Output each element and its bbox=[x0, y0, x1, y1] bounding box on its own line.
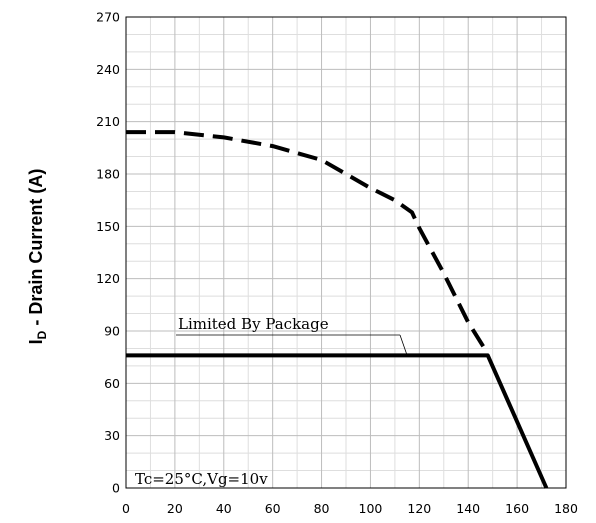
y-tick-label: 120 bbox=[96, 271, 120, 286]
y-tick-labels: 0 30 60 90 120 150 180 210 240 270 bbox=[96, 10, 120, 496]
x-tick-label: 0 bbox=[122, 501, 130, 516]
series-layer bbox=[126, 130, 549, 489]
package-limit-label: Limited By Package bbox=[178, 315, 329, 333]
y-tick-label: 60 bbox=[104, 376, 120, 391]
x-tick-label: 100 bbox=[359, 501, 383, 516]
plot-frame bbox=[125, 16, 567, 489]
drain-current-curve-dashed bbox=[126, 130, 490, 355]
x-tick-labels: 0 20 40 60 80 100 120 140 160 180 bbox=[122, 501, 578, 516]
y-axis-label-main: I bbox=[26, 339, 46, 344]
x-tick-label: 80 bbox=[314, 501, 330, 516]
grid-minor bbox=[126, 17, 566, 488]
x-tick-label: 40 bbox=[216, 501, 232, 516]
y-tick-label: 180 bbox=[96, 167, 120, 182]
y-axis-label-subscript: D bbox=[35, 330, 49, 339]
x-tick-label: 20 bbox=[167, 501, 183, 516]
y-tick-label: 30 bbox=[104, 428, 120, 443]
x-tick-label: 120 bbox=[407, 501, 431, 516]
y-tick-label: 240 bbox=[96, 62, 120, 77]
y-tick-label: 210 bbox=[96, 114, 120, 129]
grid-major bbox=[126, 17, 566, 488]
x-tick-label: 60 bbox=[265, 501, 281, 516]
package-limit-leader-line bbox=[399, 334, 408, 356]
y-tick-label: 150 bbox=[96, 219, 120, 234]
x-tick-label: 140 bbox=[456, 501, 480, 516]
y-tick-label: 90 bbox=[104, 324, 120, 339]
x-tick-label: 180 bbox=[554, 501, 578, 516]
y-axis-label-rest: - Drain Current (A) bbox=[26, 169, 46, 331]
y-tick-label: 0 bbox=[112, 481, 120, 496]
y-axis-label: ID - Drain Current (A) bbox=[26, 169, 49, 345]
package-limited-current-line bbox=[126, 353, 549, 489]
y-tick-label: 270 bbox=[96, 10, 120, 25]
x-tick-label: 160 bbox=[505, 501, 529, 516]
test-condition-label: Tc=25°C,Vg=10v bbox=[135, 470, 268, 488]
